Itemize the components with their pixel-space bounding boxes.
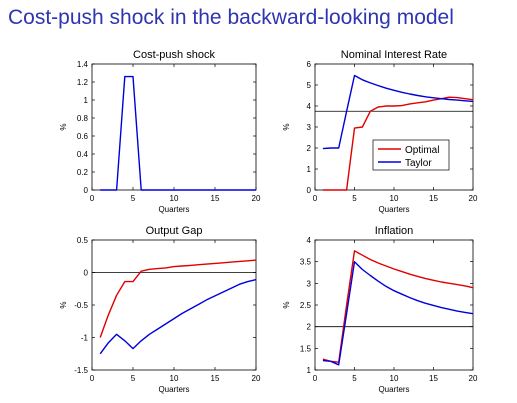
x-tick-label: 10 (390, 194, 399, 203)
y-tick-label: 3.5 (300, 258, 312, 267)
y-axis-label: % (59, 301, 68, 308)
y-tick-label: -0.5 (74, 301, 88, 310)
x-tick-label: 20 (469, 194, 478, 203)
y-tick-label: 0.8 (77, 114, 89, 123)
y-tick-label: -1 (81, 334, 89, 343)
x-tick-label: 5 (131, 374, 136, 383)
series-line-red (322, 250, 474, 363)
y-tick-label: 1.4 (77, 60, 89, 69)
y-tick-label: 0 (84, 186, 89, 195)
y-axis-label: % (59, 123, 68, 130)
y-tick-label: 1 (84, 96, 89, 105)
chart-cost-push-shock: Cost-push shock Quarters% 0 5 10 15 20 0 0.2 0.4 0… (59, 49, 261, 214)
y-tick-label: 0 (84, 269, 89, 278)
y-tick-label: 1.5 (300, 344, 312, 353)
x-tick-label: 15 (429, 194, 438, 203)
y-tick-label: 0 (307, 186, 312, 195)
series-line-taylor (322, 74, 474, 150)
y-tick-label: 3 (307, 279, 312, 288)
x-axis-label: Quarters (158, 385, 189, 394)
series-line-optimal (322, 96, 474, 191)
chart-inflation: Inflation Quarters% 0 5 10 15 20 1 1.5 2 2.5 3 3.5 4 (282, 225, 478, 394)
x-tick-label: 15 (429, 374, 438, 383)
y-tick-label: 4 (307, 102, 312, 111)
x-tick-label: 20 (469, 374, 478, 383)
x-axis-label: Quarters (378, 385, 409, 394)
x-tick-label: 10 (390, 374, 399, 383)
x-tick-label: 20 (252, 374, 261, 383)
chart-title: Nominal Interest Rate (341, 49, 447, 61)
y-axis-label: % (282, 123, 291, 130)
x-tick-label: 0 (313, 374, 318, 383)
legend-label-taylor: Taylor (405, 158, 432, 169)
x-tick-label: 15 (211, 374, 220, 383)
x-tick-label: 5 (352, 194, 357, 203)
legend-label-optimal: Optimal (405, 145, 439, 156)
y-tick-label: 4 (307, 236, 312, 245)
y-tick-label: 0.5 (77, 236, 89, 245)
x-tick-label: 0 (90, 374, 95, 383)
plot-frame (91, 63, 257, 191)
x-axis-label: Quarters (158, 205, 189, 214)
plot-frame (314, 63, 474, 191)
series-line-red (99, 259, 257, 338)
y-tick-label: 2 (307, 323, 312, 332)
chart-output-gap: Output Gap Quarters% 0 5 10 15 20 -1.5 -1 -0.5 0 0.… (59, 225, 261, 394)
y-axis-label: % (282, 301, 291, 308)
x-tick-label: 10 (170, 194, 179, 203)
y-tick-label: 0.4 (77, 150, 89, 159)
y-tick-label: 1.2 (77, 78, 89, 87)
x-tick-label: 0 (313, 194, 318, 203)
y-tick-label: 6 (307, 60, 312, 69)
legend: Optimal Taylor (372, 139, 450, 171)
x-tick-label: 10 (170, 374, 179, 383)
y-tick-label: 0.6 (77, 132, 89, 141)
y-tick-label: 0.2 (77, 168, 89, 177)
series-line-blue (100, 75, 256, 191)
y-tick-label: 2.5 (300, 301, 312, 310)
chart-title: Inflation (375, 225, 414, 237)
x-tick-label: 20 (252, 194, 261, 203)
legend-box (372, 139, 450, 171)
chart-title: Output Gap (146, 225, 203, 237)
x-tick-label: 5 (352, 374, 357, 383)
y-tick-label: 2 (307, 144, 312, 153)
x-tick-label: 0 (90, 194, 95, 203)
slide-title: Cost-push shock in the backward-looking … (8, 6, 454, 29)
y-tick-label: 3 (307, 123, 312, 132)
chart-title: Cost-push shock (133, 49, 215, 61)
series-line-blue (322, 261, 474, 366)
y-tick-label: -1.5 (74, 366, 88, 375)
y-tick-label: 1 (307, 366, 312, 375)
x-tick-label: 5 (131, 194, 136, 203)
series-line-blue (99, 278, 257, 355)
y-tick-label: 5 (307, 81, 312, 90)
plot-frame (314, 239, 474, 371)
plot-frame (91, 239, 257, 371)
y-tick-label: 1 (307, 165, 312, 174)
x-tick-label: 15 (211, 194, 220, 203)
x-axis-label: Quarters (378, 205, 409, 214)
